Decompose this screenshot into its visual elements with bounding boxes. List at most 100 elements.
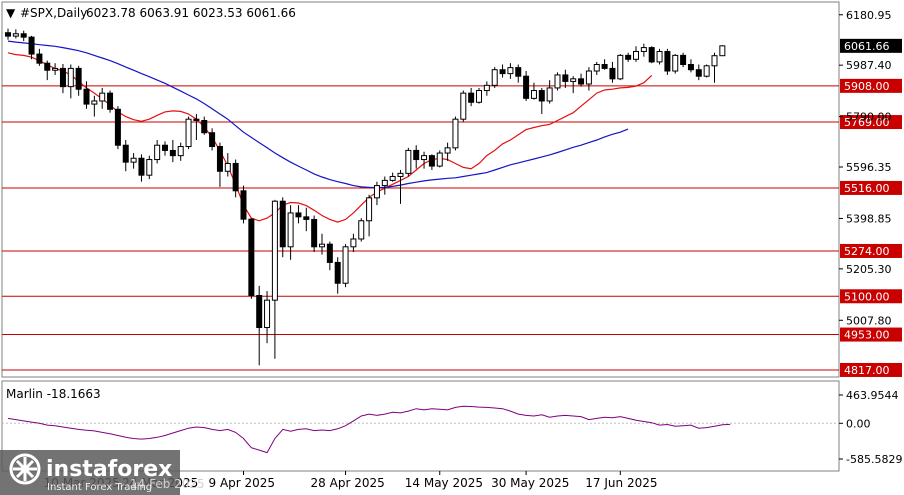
candle	[664, 48, 671, 75]
price-pane[interactable]	[1, 1, 840, 378]
triangle-down-icon[interactable]: ▼	[6, 6, 16, 20]
candle-body	[507, 67, 514, 75]
candle-body	[201, 119, 208, 134]
candle-body	[240, 190, 247, 220]
watermark-brand: instaforex	[46, 457, 172, 482]
candle	[444, 142, 451, 161]
candle-body	[703, 65, 710, 77]
candle	[515, 64, 522, 83]
candle	[499, 64, 506, 78]
candle	[36, 48, 43, 66]
candle-body	[122, 144, 129, 163]
candle-body	[146, 159, 153, 176]
candle-body	[311, 218, 318, 248]
candle	[154, 140, 161, 164]
candle-body	[617, 54, 624, 80]
candle-body	[397, 172, 404, 177]
candle-body	[326, 243, 333, 263]
instaforex-watermark: 14 Feb 2025 instaforex Instant Forex Tra…	[0, 450, 205, 495]
candle	[326, 241, 333, 271]
candle	[295, 205, 302, 224]
candle	[711, 52, 718, 83]
level-label: 4953.00	[844, 329, 890, 342]
time-tick-label: 30 May 2025	[491, 476, 569, 490]
candle-body	[52, 67, 59, 71]
candle	[59, 63, 66, 94]
level-label: 4817.00	[844, 364, 890, 377]
candle	[28, 35, 35, 60]
candle-body	[491, 69, 498, 86]
candle-body	[421, 155, 428, 161]
candle-body	[319, 243, 325, 248]
candle-body	[193, 118, 200, 121]
candle	[648, 46, 655, 64]
level-marker	[840, 243, 902, 258]
candle	[625, 52, 632, 62]
candle	[585, 67, 592, 91]
candle-body	[405, 149, 412, 174]
candle	[232, 159, 239, 198]
candle	[546, 80, 553, 104]
candle	[216, 142, 223, 187]
candle	[476, 87, 482, 104]
price-tick-label: 5596.35	[846, 161, 892, 174]
price-axis: 6180.95 5987.40 5790.00 5596.35 5398.85 5205.…	[839, 9, 902, 327]
candle	[593, 61, 600, 75]
candle	[185, 116, 192, 150]
candle	[530, 82, 537, 100]
time-tick-label: 17 Jun 2025	[585, 476, 657, 490]
candle	[452, 116, 459, 151]
candle-body	[523, 75, 530, 99]
level-marker	[840, 180, 902, 195]
candle	[672, 54, 679, 74]
candle	[421, 151, 428, 169]
candle	[146, 155, 153, 180]
candle-body	[232, 162, 239, 192]
candle	[287, 205, 294, 260]
candle-body	[554, 74, 561, 89]
candle-body	[138, 157, 145, 176]
candle	[5, 28, 11, 40]
candle-body	[162, 144, 168, 151]
candle	[83, 81, 90, 109]
candle-body	[264, 299, 271, 329]
time-tick-label: 28 Apr 2025	[311, 476, 385, 490]
candle-body	[287, 212, 294, 248]
candle-body	[248, 218, 255, 296]
candle-body	[444, 147, 451, 154]
level-marker	[840, 78, 902, 93]
candle	[271, 199, 278, 359]
candle-body	[177, 146, 184, 157]
candle	[428, 154, 435, 170]
price-tick-label: 5398.85	[846, 212, 892, 225]
candle	[358, 218, 365, 242]
candle-body	[515, 67, 522, 77]
candle	[67, 64, 74, 99]
candle	[381, 176, 388, 195]
candle	[656, 48, 663, 65]
candle	[468, 87, 475, 107]
candle	[177, 142, 184, 161]
candle-body	[185, 118, 192, 148]
candle	[224, 153, 231, 177]
candle	[538, 87, 545, 114]
candle	[562, 69, 569, 88]
candle-body	[114, 108, 121, 146]
candle-body	[154, 144, 161, 161]
candle-body	[680, 54, 687, 66]
candle-body	[687, 64, 694, 71]
candle-body	[107, 92, 114, 110]
candle	[523, 71, 530, 101]
candle-body	[640, 47, 647, 52]
candle	[303, 207, 310, 232]
candle	[12, 29, 19, 39]
candle-body	[334, 261, 341, 284]
price-tick-label: 5205.30	[846, 263, 892, 276]
candle-body	[20, 33, 27, 38]
candle-body	[358, 220, 365, 240]
candle-body	[648, 47, 655, 63]
candle	[617, 54, 624, 81]
oscillator-tick-label: -585.5829	[846, 453, 902, 466]
candle	[91, 95, 98, 117]
candle	[52, 63, 59, 75]
